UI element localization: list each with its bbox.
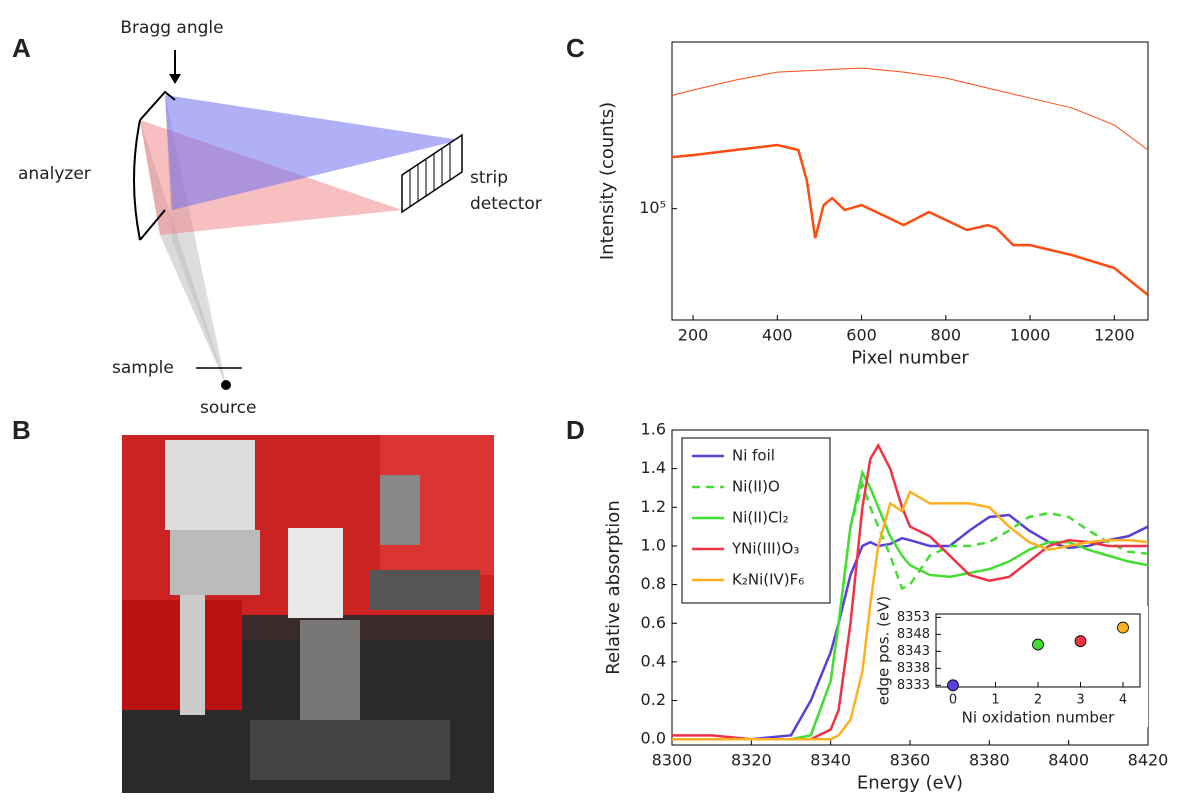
source-dot xyxy=(221,380,231,390)
x-tick-label: 1200 xyxy=(1094,326,1135,345)
y-tick-label: 0.6 xyxy=(641,613,666,632)
panel-label: A xyxy=(12,33,31,63)
analyzer-shape xyxy=(133,119,141,241)
x-tick-label: 8300 xyxy=(652,751,693,770)
x-tick-label: 8360 xyxy=(890,751,931,770)
y-tick-label: 1.6 xyxy=(641,420,666,439)
legend-label: Ni foil xyxy=(732,447,775,465)
y-axis-label: Relative absorption xyxy=(603,500,624,674)
x-tick-label: 400 xyxy=(762,326,793,345)
x-tick-label: 0 xyxy=(949,693,957,708)
legend-box xyxy=(681,437,831,604)
chart: 200 400 600 800 1000 1200 10⁵ Pixel number Inten… xyxy=(597,41,1149,368)
y-tick-label: 8343 xyxy=(897,644,930,659)
x-tick-label: 4 xyxy=(1119,693,1127,708)
panel-label: C xyxy=(566,33,585,63)
y-tick-label: 8338 xyxy=(897,661,930,676)
device xyxy=(380,475,420,545)
y-axis-label: Intensity (counts) xyxy=(597,102,618,260)
x-tick-label: 1 xyxy=(991,693,999,708)
point xyxy=(1074,635,1087,648)
x-tick-label: 1000 xyxy=(1010,326,1051,345)
legend-label: K₂Ni(IV)F₆ xyxy=(732,571,804,589)
series-line xyxy=(672,442,1148,741)
arrow xyxy=(169,74,181,84)
x-tick-label: 600 xyxy=(846,326,877,345)
y-tick-label: 1.4 xyxy=(641,458,666,477)
x-tick-label: 8420 xyxy=(1128,751,1169,770)
device xyxy=(170,530,260,595)
x-tick-label: 8400 xyxy=(1048,751,1089,770)
x-tick-label: 8380 xyxy=(969,751,1010,770)
x-axis-label: Pixel number xyxy=(851,347,969,368)
series-line xyxy=(672,67,1148,151)
analyzer-shape xyxy=(139,90,176,241)
plot-frame xyxy=(671,41,1149,321)
label: detector xyxy=(470,194,542,214)
inset-bg xyxy=(878,606,1148,727)
y-tick-label: 0.4 xyxy=(641,651,666,670)
x-tick-label: 800 xyxy=(931,326,962,345)
x-axis-label: Ni oxidation number xyxy=(962,709,1116,727)
y-tick-label: 10⁵ xyxy=(639,198,666,217)
series-line xyxy=(672,490,1148,741)
stage xyxy=(300,620,360,720)
y-tick-label: 0.8 xyxy=(641,574,666,593)
chart: 0 1 2 3 4 8333 8338 8343 8348 8353 Ni oxidation nu… xyxy=(875,596,1141,727)
x-axis-label: Energy (eV) xyxy=(857,772,963,793)
chart: 8300 8320 8340 8360 8380 8400 8420 0.0 0.2 0.4 0.6… xyxy=(603,420,1168,794)
label: sample xyxy=(112,358,174,378)
stage xyxy=(370,570,480,610)
diagram: Bragg angle analyzer strip detector samp… xyxy=(18,18,542,418)
stage xyxy=(250,720,450,780)
y-tick-label: 0.0 xyxy=(641,729,666,748)
point xyxy=(1117,621,1129,634)
photo xyxy=(122,435,494,793)
label: source xyxy=(200,398,256,418)
series-line xyxy=(672,143,1148,296)
point xyxy=(947,679,959,692)
x-tick-label: 8340 xyxy=(810,751,851,770)
detector-strips xyxy=(409,144,451,207)
panel-label: B xyxy=(12,415,31,445)
legend-label: Ni(II)Cl₂ xyxy=(732,509,789,527)
x-tick-label: 8320 xyxy=(731,751,772,770)
y-tick-label: 1.2 xyxy=(641,497,666,516)
label: strip xyxy=(470,168,508,188)
detector xyxy=(401,133,463,214)
device xyxy=(165,440,255,530)
beam xyxy=(165,95,460,210)
y-tick-label: 8353 xyxy=(897,610,930,625)
device xyxy=(288,528,343,618)
panel-label: D xyxy=(566,415,585,445)
label: analyzer xyxy=(18,164,91,184)
y-tick-label: 8333 xyxy=(897,678,930,693)
y-tick-label: 1.0 xyxy=(641,535,666,554)
x-tick-label: 3 xyxy=(1076,693,1084,708)
x-tick-label: 200 xyxy=(678,326,709,345)
label: Bragg angle xyxy=(120,18,223,38)
legend-label: YNi(III)O₃ xyxy=(731,540,799,558)
x-tick-label: 2 xyxy=(1034,693,1042,708)
y-tick-label: 8348 xyxy=(897,627,930,642)
post xyxy=(180,595,205,715)
legend-label: Ni(II)O xyxy=(732,478,780,496)
point xyxy=(1032,638,1044,651)
y-axis-label: edge pos. (eV) xyxy=(875,596,893,706)
y-tick-label: 0.2 xyxy=(641,690,666,709)
